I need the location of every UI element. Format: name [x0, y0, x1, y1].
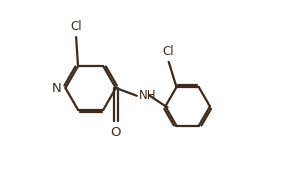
- Text: Cl: Cl: [162, 45, 174, 58]
- Text: N: N: [52, 81, 62, 95]
- Text: NH: NH: [139, 89, 157, 102]
- Text: Cl: Cl: [70, 20, 82, 33]
- Text: O: O: [111, 126, 121, 139]
